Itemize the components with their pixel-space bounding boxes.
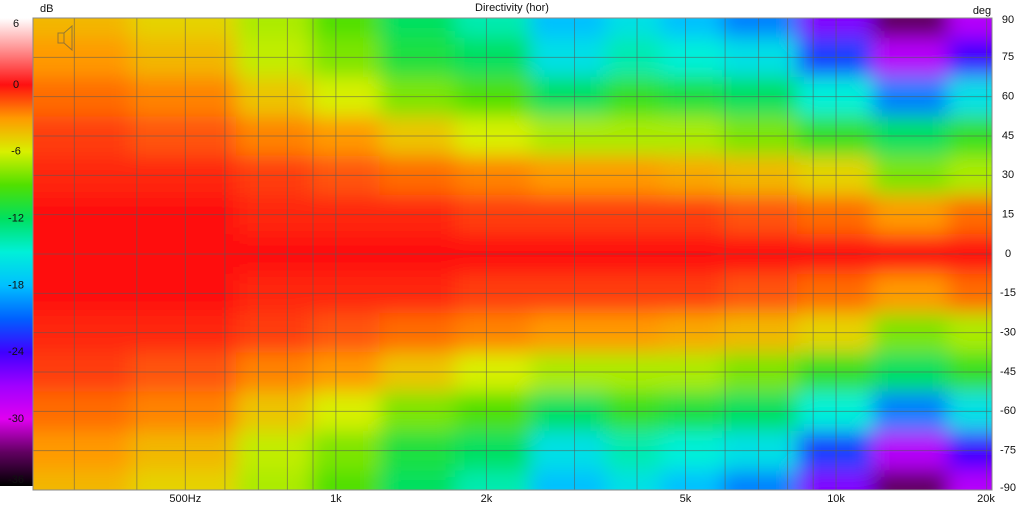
heat-cell [722, 18, 798, 39]
colorbar-tick-label: 0 [13, 79, 19, 91]
y-tick-label: 75 [1002, 51, 1014, 63]
colorbar-tick-label: -18 [8, 279, 24, 291]
heat-cell [311, 470, 381, 490]
heat-cell [947, 470, 992, 490]
heat-cell [797, 18, 874, 39]
x-tick-label: 10k [827, 493, 845, 505]
speaker-icon [57, 24, 73, 52]
y-tick-label: 90 [1002, 14, 1014, 26]
heat-cell [236, 470, 313, 490]
heat-cell [129, 470, 237, 490]
y-tick-label: -60 [1000, 405, 1016, 417]
colorbar [0, 18, 33, 486]
colorbar-tick-label: -6 [11, 146, 21, 158]
heat-cell [872, 470, 949, 490]
heat-cell [722, 470, 798, 490]
x-tick-label: 2k [481, 493, 493, 505]
colorbar-tick-label: -12 [8, 212, 24, 224]
y-tick-label: 15 [1002, 209, 1014, 221]
heat-cell [33, 470, 131, 490]
heat-cell [455, 470, 531, 490]
heat-cell [530, 18, 607, 39]
plot-frame [32, 17, 993, 491]
colorbar-label: dB [40, 3, 53, 15]
y-axis-label: deg [973, 5, 991, 17]
heat-cell [872, 18, 949, 39]
x-tick-label: 1k [330, 493, 342, 505]
y-tick-label: 30 [1002, 169, 1014, 181]
heat-cell [455, 18, 531, 39]
heat-cell [129, 18, 237, 39]
chart-title: Directivity (hor) [475, 2, 549, 14]
y-tick-label: -30 [1000, 327, 1016, 339]
heat-cell [605, 470, 662, 490]
x-tick-label: 500Hz [169, 493, 201, 505]
heat-cell [661, 470, 723, 490]
y-tick-label: 60 [1002, 91, 1014, 103]
x-tick-label: 20k [977, 493, 995, 505]
heat-cell [530, 470, 607, 490]
colorbar-tick-label: 6 [13, 18, 19, 30]
heat-cell [947, 18, 992, 39]
colorbar-tick-label: -36 [8, 474, 24, 486]
colorbar-tick-label: -24 [8, 346, 24, 358]
y-tick-label: 45 [1002, 130, 1014, 142]
heat-cell [311, 18, 381, 39]
y-tick-label: -90 [1000, 482, 1016, 494]
y-tick-label: -45 [1000, 366, 1016, 378]
heat-cell [661, 18, 723, 39]
y-tick-label: -15 [1000, 287, 1016, 299]
y-tick-label: 0 [1005, 248, 1011, 260]
heat-cell [379, 18, 456, 39]
grid [33, 18, 992, 490]
heat-cell [797, 470, 874, 490]
x-tick-label: 5k [680, 493, 692, 505]
y-tick-label: -75 [1000, 445, 1016, 457]
heat-cell [379, 470, 456, 490]
heat-cell [33, 18, 131, 39]
heat-cell [605, 18, 662, 39]
colorbar-tick-label: -30 [8, 413, 24, 425]
heat-cell [236, 18, 313, 39]
